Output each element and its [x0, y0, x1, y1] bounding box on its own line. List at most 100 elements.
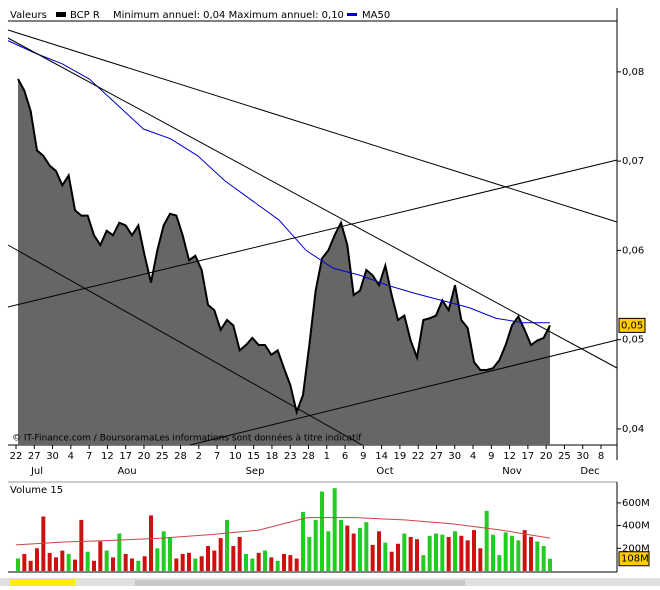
volume-bar — [497, 555, 502, 571]
x-tick-label: 30 — [46, 451, 59, 462]
x-tick-label: 4 — [470, 451, 476, 462]
trend-line — [189, 339, 618, 446]
volume-bar — [415, 539, 419, 571]
volume-bar — [79, 519, 84, 571]
volume-bar — [231, 546, 236, 571]
x-tick-label: 18 — [266, 451, 279, 462]
volume-bar — [117, 533, 122, 571]
volume-bar — [440, 534, 445, 571]
volume-bar — [453, 531, 457, 571]
volume-bar — [434, 533, 438, 571]
volume-bar — [383, 542, 388, 571]
y-tick-label: 600M — [622, 498, 650, 509]
x-tick-label: 20 — [138, 451, 151, 462]
volume-bar — [123, 553, 128, 571]
volume-bar — [149, 515, 153, 571]
x-tick-label: 1 — [324, 451, 330, 462]
volume-bar — [73, 559, 77, 571]
volume-bar — [212, 550, 217, 571]
volume-bar — [529, 536, 533, 571]
volume-bar — [54, 557, 58, 571]
volume-bar — [465, 540, 470, 571]
volume-bar — [377, 531, 381, 571]
volume-bar — [92, 560, 96, 571]
volume-bar — [503, 532, 508, 571]
x-tick-label: 8 — [598, 451, 604, 462]
x-tick-label: 23 — [284, 451, 297, 462]
volume-ma-line — [15, 517, 551, 546]
volume-bar — [541, 546, 546, 571]
x-tick-label: 25 — [558, 451, 571, 462]
x-tick-label: 14 — [375, 451, 388, 462]
x-tick-label: 30 — [576, 451, 589, 462]
x-tick-label: 17 — [522, 451, 535, 462]
month-label: Jul — [30, 466, 43, 477]
volume-bar — [358, 527, 362, 571]
volume-bar — [307, 536, 312, 571]
volume-bar — [168, 536, 172, 571]
y-tick-label: 0,06 — [622, 245, 644, 256]
volume-bar — [66, 553, 71, 571]
volume-bar — [60, 550, 65, 571]
last-volume-label: 108M — [621, 554, 649, 565]
x-tick-label: 30 — [448, 451, 461, 462]
x-tick-label: 22 — [412, 451, 425, 462]
volume-bar — [28, 560, 33, 571]
x-tick-label: 25 — [156, 451, 169, 462]
x-tick-label: 4 — [68, 451, 74, 462]
volume-panel: 200M 400M 600M 108M — [15, 488, 650, 571]
volume-bar — [35, 548, 39, 571]
volume-bar — [193, 558, 198, 571]
month-label: Aou — [117, 466, 136, 477]
volume-bar — [85, 551, 90, 571]
x-tick-label: 7 — [86, 451, 92, 462]
y-tick-label: 0,08 — [622, 67, 644, 78]
volume-bar — [161, 531, 166, 571]
x-tick-label: 27 — [430, 451, 443, 462]
volume-bar — [206, 546, 210, 571]
volume-title: Volume 15 — [10, 485, 63, 496]
volume-bar — [351, 533, 356, 571]
x-tick-label: 15 — [247, 451, 260, 462]
volume-bar — [535, 541, 540, 571]
volume-bar — [142, 556, 147, 571]
volume-bar — [263, 550, 267, 571]
x-tick-label: 19 — [394, 451, 407, 462]
volume-bar — [155, 548, 160, 571]
volume-bar — [180, 553, 185, 571]
last-value-label: 0,05 — [621, 320, 643, 331]
scroll-thumb[interactable] — [10, 579, 75, 586]
volume-bar — [98, 541, 103, 571]
volume-bar — [320, 491, 324, 571]
x-tick-label: 12 — [101, 451, 114, 462]
volume-bar — [218, 538, 223, 571]
y-tick-label: 0,07 — [622, 156, 644, 167]
volume-bar — [484, 510, 489, 571]
scroll-track[interactable] — [135, 580, 465, 586]
x-tick-label: 22 — [10, 451, 23, 462]
volume-bar — [478, 548, 483, 571]
volume-bar — [288, 555, 293, 571]
watermark: © IT-Finance.com / BoursoramaLes informa… — [12, 433, 362, 444]
volume-bar — [47, 552, 52, 571]
x-tick-label: 17 — [119, 451, 132, 462]
volume-bar — [472, 530, 476, 571]
volume-bar — [301, 511, 305, 571]
trend-lines — [7, 29, 618, 446]
trend-line — [7, 29, 618, 223]
volume-bar — [402, 533, 407, 571]
volume-bar — [199, 556, 204, 571]
x-tick-label: 9 — [360, 451, 366, 462]
volume-bar — [522, 530, 527, 571]
volume-bar — [22, 553, 27, 571]
volume-bar — [491, 534, 495, 571]
volume-bar — [313, 519, 318, 571]
volume-bar — [510, 535, 514, 571]
legend-swatch — [347, 13, 357, 16]
month-label: Dec — [580, 466, 599, 477]
y-tick-label: 400M — [622, 521, 650, 532]
last-volume-box — [618, 551, 650, 567]
month-label: Nov — [502, 466, 522, 477]
x-tick-label: 7 — [214, 451, 220, 462]
